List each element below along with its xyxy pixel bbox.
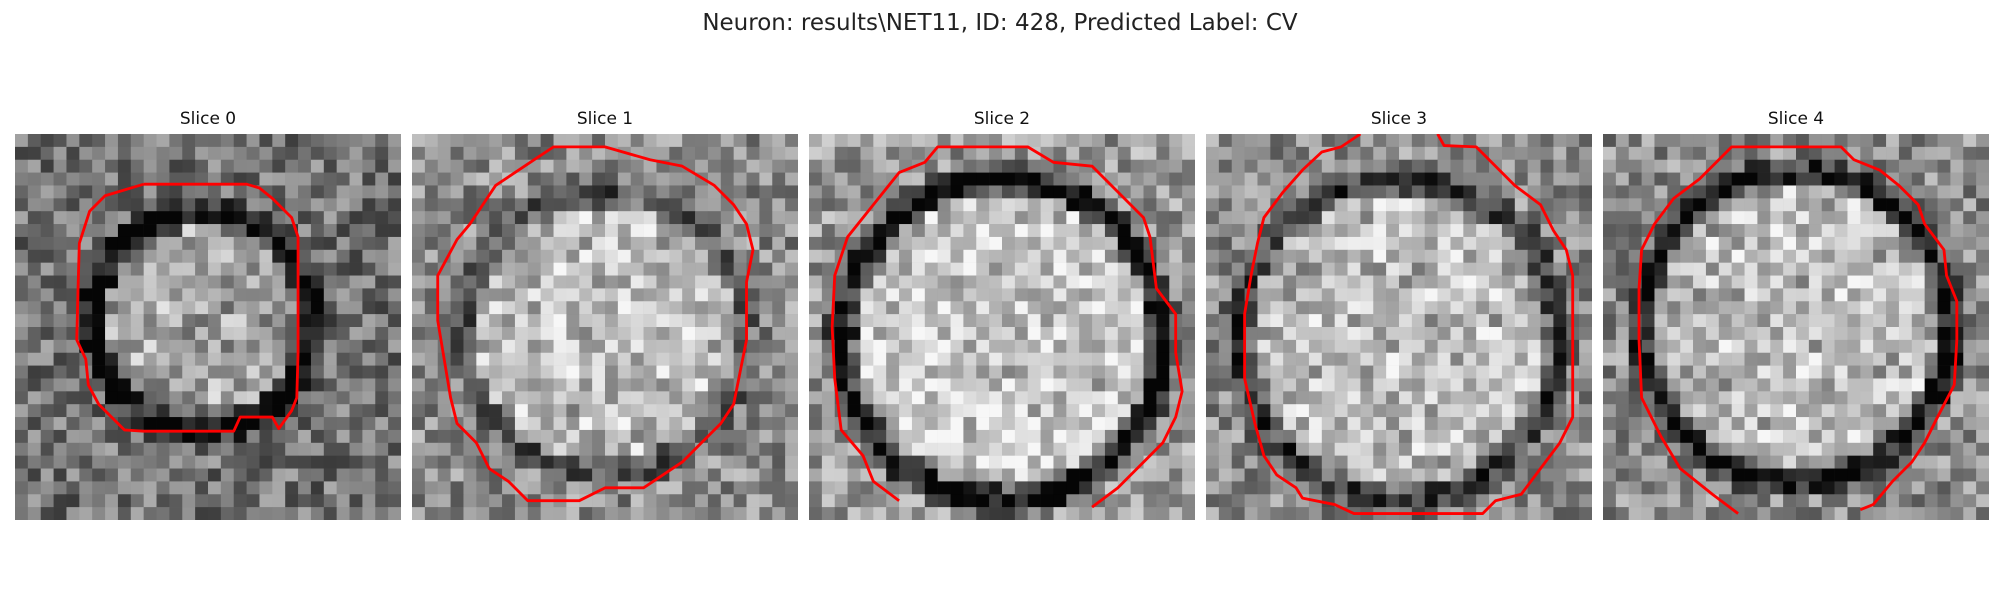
slice-panel-1: Slice 1 [412,106,798,520]
slice-title: Slice 0 [179,109,237,129]
slice-image [15,134,401,520]
slice-panel-0: Slice 0 [15,106,401,520]
slice-image [1603,134,1989,520]
contour-line [830,145,1184,509]
slice-title: Slice 2 [973,109,1031,129]
contour-line [75,182,300,433]
slice-panel-3: Slice 3 [1206,106,1592,520]
slice-panel-4: Slice 4 [1603,106,1989,520]
slice-title: Slice 4 [1767,109,1825,129]
slice-image [809,134,1195,520]
slice-title: Slice 1 [576,109,634,129]
contour-line [1243,134,1575,515]
contour-line [436,145,755,503]
figure-title: Neuron: results\NET11, ID: 428, Predicte… [702,10,1298,36]
slice-image [1206,134,1592,520]
slice-panel-2: Slice 2 [809,106,1195,520]
contour-line [1637,145,1959,515]
slice-title: Slice 3 [1370,109,1428,129]
slice-image [412,134,798,520]
